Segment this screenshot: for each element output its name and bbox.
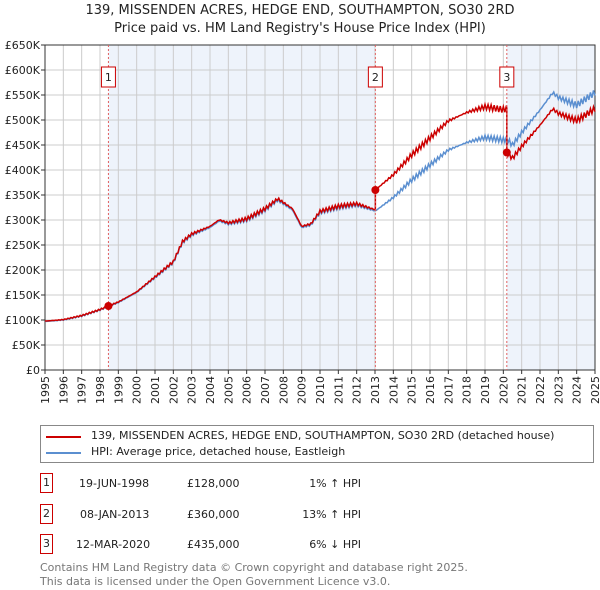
x-tick-label: 1998	[94, 376, 107, 404]
sale-row: 2 08-JAN-2013 £360,000 13% ↑ HPI	[40, 504, 580, 528]
y-tick-label: £50K	[12, 339, 41, 352]
footer-licence: This data is licensed under the Open Gov…	[40, 575, 391, 588]
sale-row: 1 19-JUN-1998 £128,000 1% ↑ HPI	[40, 473, 580, 497]
sale-number: 3	[40, 534, 53, 554]
sale-label-box	[367, 66, 383, 88]
x-tick-label: 2004	[204, 376, 217, 404]
x-tick-label: 2020	[497, 376, 510, 404]
x-tick-label: 2008	[277, 376, 290, 404]
x-tick-label: 2009	[296, 376, 309, 404]
x-tick-label: 2023	[552, 376, 565, 404]
sale-row: 3 12-MAR-2020 £435,000 6% ↓ HPI	[40, 534, 580, 558]
y-tick-label: £350K	[5, 189, 41, 202]
sale-price: £360,000	[187, 508, 240, 521]
plot-area: £0 £50K £100K £150K £200K £250K £300K £350K £400…	[5, 39, 600, 404]
sale-price: £435,000	[187, 538, 240, 551]
legend-property: 139, MISSENDEN ACRES, HEDGE END, SOUTHAM…	[91, 429, 555, 442]
hpi-legend-swatch	[46, 452, 81, 454]
x-tick-label: 2015	[406, 376, 419, 404]
y-tick-label: £150K	[5, 289, 41, 302]
x-tick-label: 2018	[461, 376, 474, 404]
sale-date: 19-JUN-1998	[79, 477, 150, 490]
x-tick-label: 2003	[186, 376, 199, 404]
y-tick-label: £200K	[5, 264, 41, 277]
sale-label-box	[100, 66, 116, 88]
x-tick-label: 2000	[131, 376, 144, 404]
x-tick-label: 1995	[39, 376, 52, 404]
sale-date: 08-JAN-2013	[80, 508, 150, 521]
y-tick-label: £300K	[5, 214, 41, 227]
sale-hpi: 6% ↓ HPI	[309, 538, 361, 551]
y-tick-label: £100K	[5, 314, 41, 327]
legend: 139, MISSENDEN ACRES, HEDGE END, SOUTHAM…	[40, 425, 594, 463]
x-tick-label: 2019	[479, 376, 492, 404]
sale-point	[502, 148, 511, 157]
y-tick-label: £600K	[5, 64, 41, 77]
sale-label: 2	[372, 71, 379, 84]
x-tick-label: 1996	[57, 376, 70, 404]
y-tick-label: £500K	[5, 114, 41, 127]
sale-label: 1	[105, 71, 112, 84]
sale-hpi: 13% ↑ HPI	[302, 508, 361, 521]
x-tick-label: 2025	[589, 376, 600, 404]
sale-label-box	[499, 66, 515, 88]
x-tick-label: 2010	[314, 376, 327, 404]
chart-title: 139, MISSENDEN ACRES, HEDGE END, SOUTHAM…	[85, 3, 515, 18]
x-tick-label: 2022	[534, 376, 547, 404]
y-tick-label: £250K	[5, 239, 41, 252]
sale-point	[104, 302, 113, 310]
x-tick-label: 1997	[76, 376, 89, 404]
sale-number: 2	[40, 504, 53, 524]
x-tick-label: 2006	[241, 376, 254, 404]
y-tick-label: £0	[26, 364, 40, 377]
y-tick-label: £450K	[5, 139, 41, 152]
x-tick-label: 2016	[424, 376, 437, 404]
x-tick-label: 2014	[387, 376, 400, 404]
x-tick-label: 2017	[442, 376, 455, 404]
x-tick-label: 2013	[369, 376, 382, 404]
property-legend-swatch	[46, 436, 81, 438]
y-tick-label: £550K	[5, 89, 41, 102]
y-tick-label: £650K	[5, 39, 41, 52]
x-tick-label: 2005	[222, 376, 235, 404]
plot-border	[44, 44, 596, 371]
x-tick-label: 2001	[149, 376, 162, 404]
footer-copyright: Contains HM Land Registry data © Crown c…	[40, 561, 468, 574]
chart-subtitle: Price paid vs. HM Land Registry's House …	[114, 21, 486, 36]
legend-hpi: HPI: Average price, detached house, East…	[91, 445, 346, 458]
y-tick-label: £400K	[5, 164, 41, 177]
x-tick-label: 2024	[571, 376, 584, 404]
sale-hpi: 1% ↑ HPI	[309, 477, 361, 490]
x-tick-label: 1999	[112, 376, 125, 404]
x-tick-label: 2021	[516, 376, 529, 404]
sale-label: 3	[503, 71, 510, 84]
property-line	[44, 101, 596, 322]
x-tick-label: 2012	[351, 376, 364, 404]
x-tick-label: 2011	[332, 376, 345, 404]
sale-price: £128,000	[187, 477, 240, 490]
sale-point	[371, 186, 380, 194]
sale-number: 1	[40, 473, 53, 493]
sale-date: 12-MAR-2020	[76, 538, 151, 551]
x-tick-label: 2002	[167, 376, 180, 404]
x-tick-label: 2007	[259, 376, 272, 404]
